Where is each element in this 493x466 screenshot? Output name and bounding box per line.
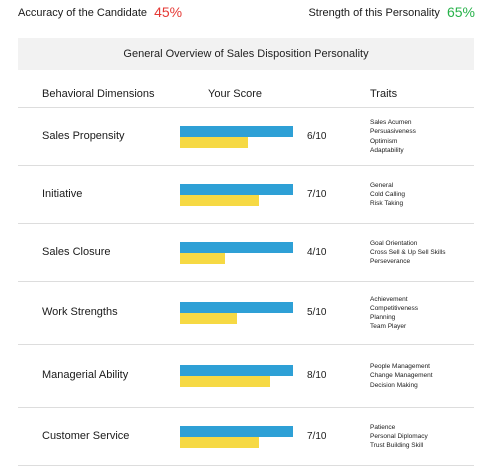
candidate-score-bar (180, 313, 237, 324)
score-bars (180, 241, 293, 264)
strength-value: 65% (446, 4, 475, 20)
trait-item: Sales Acumen (370, 119, 412, 127)
trait-item: Cross Sell & Up Sell Skills (370, 248, 446, 256)
trait-item: Team Player (370, 323, 407, 331)
table-row: Customer Service 7/10 Patience Personal Dip… (18, 407, 474, 466)
traits-list: Goal Orientation Cross Sell & Up Sell Ski… (370, 239, 446, 267)
trait-item: Persuasiveness (370, 128, 416, 136)
max-score-bar (180, 241, 293, 253)
dimension-table: Sales Propensity 6/10 Sales Acumen Persuasi… (18, 107, 474, 466)
trait-item: Perseverance (370, 258, 411, 266)
score-value: 5/10 (307, 307, 327, 318)
trait-item: Trust Building Skill (370, 442, 424, 450)
trait-item: General (370, 181, 394, 189)
trait-item: Goal Orientation (370, 239, 418, 247)
accuracy-value: 45% (154, 4, 183, 20)
column-header-dimensions: Behavioral Dimensions (42, 88, 155, 100)
candidate-score-bar (180, 252, 225, 264)
candidate-score-bar (180, 376, 270, 387)
score-value: 8/10 (307, 370, 327, 381)
score-value: 4/10 (307, 246, 327, 258)
table-row: Work Strengths 5/10 Achievement Competitive… (18, 281, 474, 344)
trait-item: Cold Calling (370, 190, 406, 198)
trait-item: Competitiveness (370, 304, 419, 312)
trait-item: Achievement (370, 295, 408, 303)
column-header-traits: Traits (370, 88, 398, 100)
strength-metric: Strength of this Personality 65% (308, 4, 475, 20)
overview-title-banner: General Overview of Sales Disposition Pe… (18, 38, 474, 70)
score-value: 7/10 (307, 430, 327, 442)
strength-label: Strength of this Personality (308, 7, 440, 19)
trait-item: Personal Diplomacy (370, 432, 428, 440)
traits-list: People Management Change Management Decisi… (370, 362, 433, 390)
accuracy-metric: Accuracy of the Candidate 45% (18, 4, 182, 20)
score-bars (180, 425, 293, 448)
max-score-bar (180, 125, 293, 137)
score-value: 7/10 (307, 188, 327, 200)
max-score-bar (180, 425, 293, 437)
traits-list: Sales Acumen Persuasiveness Optimism Adapta… (370, 118, 416, 155)
traits-list: Patience Personal Diplomacy Trust Building… (370, 423, 428, 451)
summary-bar: Accuracy of the Candidate 45% Strength o… (0, 0, 493, 26)
max-score-bar (180, 365, 293, 376)
score-bars (180, 302, 293, 324)
trait-item: Risk Taking (370, 200, 404, 208)
overview-title: General Overview of Sales Disposition Pe… (123, 48, 369, 60)
table-row: Sales Propensity 6/10 Sales Acumen Persuasi… (18, 107, 474, 165)
table-row: Sales Closure 4/10 Goal Orientation Cross S… (18, 223, 474, 281)
trait-item: Adaptability (370, 146, 404, 154)
column-header-score: Your Score (208, 88, 263, 100)
score-bars (180, 125, 293, 148)
table-header: Behavioral Dimensions Your Score Traits (18, 86, 474, 104)
dimension-label: Sales Closure (42, 245, 111, 258)
trait-item: Decision Making (370, 381, 418, 389)
score-value: 6/10 (307, 130, 327, 142)
dimension-label: Customer Service (42, 429, 130, 442)
dimension-label: Initiative (42, 187, 83, 200)
trait-item: Planning (370, 314, 396, 321)
traits-list: Achievement Competitiveness Planning Team P… (370, 295, 418, 332)
candidate-score-bar (180, 436, 259, 448)
score-bars (180, 183, 293, 206)
trait-item: Optimism (370, 137, 398, 145)
dimension-label: Sales Propensity (42, 129, 125, 142)
dimension-label: Work Strengths (42, 306, 118, 318)
max-score-bar (180, 302, 293, 313)
trait-item: Change Management (370, 372, 433, 380)
candidate-score-bar (180, 136, 248, 148)
accuracy-label: Accuracy of the Candidate (18, 7, 148, 19)
trait-item: People Management (370, 363, 430, 371)
table-row: Managerial Ability 8/10 People Management C… (18, 344, 474, 407)
score-bars (180, 365, 293, 387)
max-score-bar (180, 183, 293, 195)
traits-list: General Cold Calling Risk Taking (370, 181, 405, 209)
trait-item: Patience (370, 423, 396, 431)
table-row: Initiative 7/10 General Cold Calling Risk Ta… (18, 165, 474, 223)
candidate-score-bar (180, 194, 259, 206)
dimension-label: Managerial Ability (42, 369, 129, 381)
